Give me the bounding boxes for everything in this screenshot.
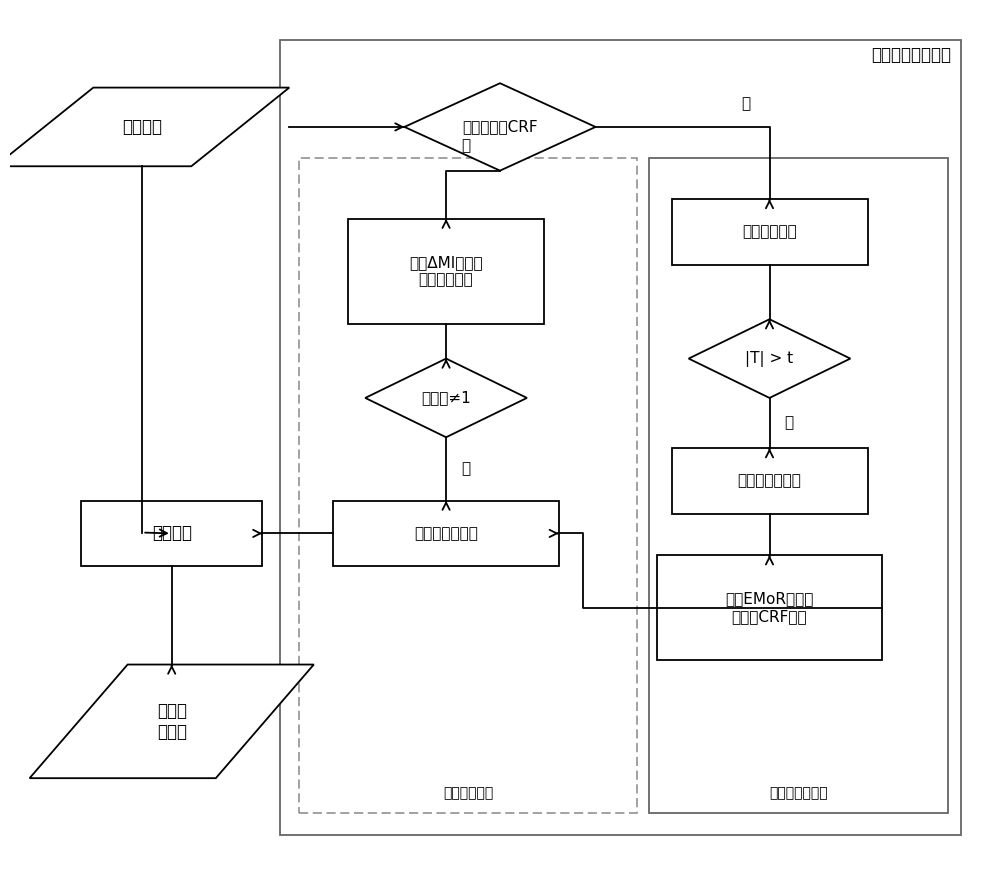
Text: 基于ΔMI单应性
的增益比求取: 基于ΔMI单应性 的增益比求取 — [409, 255, 483, 287]
Text: 是否已恢复CRF: 是否已恢复CRF — [462, 120, 538, 135]
Text: 增益比≠1: 增益比≠1 — [421, 391, 471, 406]
Bar — [649, 158, 948, 814]
Bar — [657, 555, 882, 660]
Text: 前背景
判决图: 前背景 判决图 — [157, 702, 187, 740]
Bar — [81, 500, 262, 566]
Text: 图像序列: 图像序列 — [122, 118, 162, 136]
Bar — [672, 199, 868, 265]
Bar — [333, 500, 559, 566]
Bar — [348, 219, 544, 324]
Polygon shape — [30, 665, 314, 778]
Text: 是: 是 — [461, 461, 470, 476]
Bar — [280, 39, 961, 835]
Text: 联合直方图降噪: 联合直方图降噪 — [738, 474, 801, 489]
Text: 逐帧在线运算: 逐帧在线运算 — [444, 786, 494, 800]
Text: |T| > t: |T| > t — [745, 351, 794, 367]
Text: 是: 是 — [784, 416, 793, 431]
Text: 一次性离线运算: 一次性离线运算 — [770, 786, 828, 800]
Text: 更新背景参考帧: 更新背景参考帧 — [414, 526, 478, 541]
Text: 是: 是 — [461, 138, 470, 153]
Text: 背景区域粗分: 背景区域粗分 — [742, 224, 797, 239]
Polygon shape — [689, 319, 850, 398]
Text: 自动增益背景建模: 自动增益背景建模 — [871, 45, 951, 63]
Bar — [299, 158, 637, 814]
Text: 基于EMoR和最大
似然的CRF恢复: 基于EMoR和最大 似然的CRF恢复 — [725, 591, 814, 624]
Text: 背景差法: 背景差法 — [152, 524, 192, 542]
Text: 否: 否 — [741, 96, 750, 112]
Polygon shape — [0, 87, 289, 166]
Polygon shape — [404, 83, 596, 170]
Polygon shape — [365, 359, 527, 437]
Bar — [672, 448, 868, 514]
